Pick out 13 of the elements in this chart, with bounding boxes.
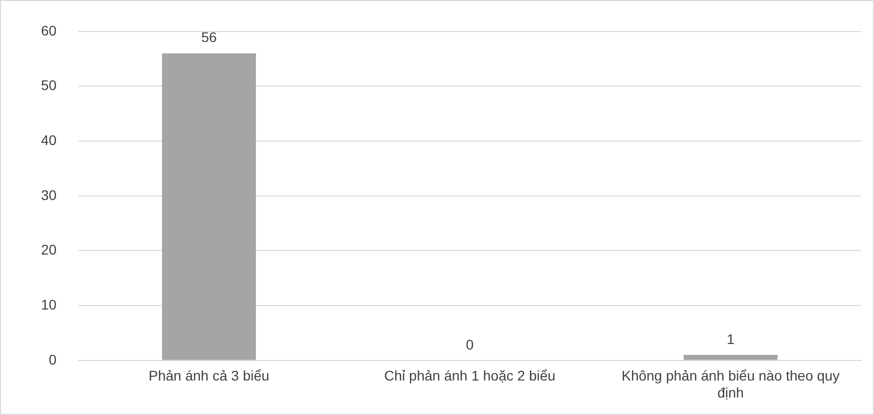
y-tick-label: 20 — [40, 242, 57, 258]
x-tick-label: Phản ánh cả 3 biểu — [148, 368, 270, 384]
y-tick-label: 0 — [48, 351, 57, 368]
x-tick-label: Chỉ phản ánh 1 hoặc 2 biểu — [384, 368, 556, 384]
y-tick-label: 30 — [40, 186, 57, 203]
data-label: 0 — [466, 336, 474, 352]
y-tick-label: 10 — [40, 296, 57, 312]
y-tick-label: 60 — [40, 22, 57, 38]
y-tick-label: 40 — [40, 132, 57, 148]
data-label: 1 — [726, 330, 735, 347]
y-tick-label: 50 — [40, 77, 57, 94]
data-label: 56 — [201, 29, 217, 46]
x-tick-label: Không phản ánh biểu nào theo quy định — [622, 368, 840, 400]
